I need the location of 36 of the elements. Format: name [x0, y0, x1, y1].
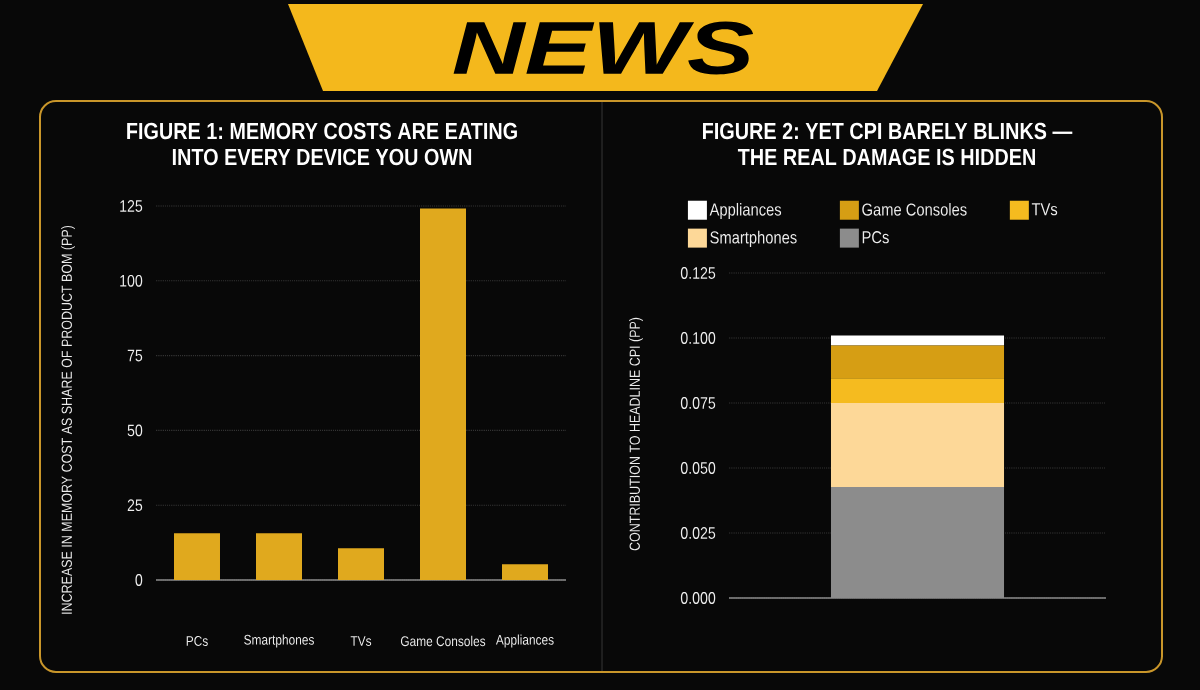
y-tick-label: 0.125	[680, 267, 716, 279]
chart-title: FIGURE 1: MEMORY COSTS ARE EATING INTO EVERY DEVICE YOU OWN	[127, 122, 517, 166]
y-tick-label: 100	[120, 274, 143, 287]
y-tick-label: 125	[120, 200, 143, 212]
y-tick-label: 75	[127, 349, 143, 362]
legend-label: Appliances	[709, 202, 782, 220]
legend-label: TVs	[1031, 203, 1058, 216]
legend-label: Game Consoles	[862, 202, 967, 216]
y-tick-label: 0.025	[680, 527, 716, 539]
y-tick-label: 0.000	[680, 592, 716, 604]
legend-label: PCs	[862, 231, 889, 244]
legend-label: Smartphones	[710, 230, 797, 247]
y-tick-label: 25	[127, 499, 143, 512]
x-tick-label: Appliances	[495, 634, 554, 648]
bar	[830, 403, 1005, 487]
x-tick-label: PCs	[186, 636, 208, 646]
chart-title: FIGURE 2: YET CPI BARELY BLINKS — THE REAL DAMAGE IS HIDDEN	[703, 122, 1073, 166]
bar	[338, 548, 384, 580]
y-tick-label: 0.100	[680, 332, 716, 344]
text: NEWS	[453, 21, 754, 75]
y-tick-label: 0.050	[680, 462, 716, 474]
y-tick-label: 0	[135, 574, 143, 586]
y-axis-title: INCREASE IN MEMORY COST AS SHARE OF PRODUCT BOM (PP)	[61, 225, 75, 614]
x-tick-label: Smartphones	[244, 634, 314, 648]
bar	[830, 345, 1005, 379]
y-tick-label: 0.075	[680, 397, 716, 409]
bar	[502, 564, 548, 580]
bar	[830, 335, 1005, 346]
y-axis-title: CONTRIBUTION TO HEADLINE CPI (PP)	[629, 317, 643, 551]
y-tick-label: 50	[127, 424, 143, 437]
x-tick-label: Game Consoles	[400, 635, 486, 647]
bar	[830, 378, 1005, 403]
bar	[174, 533, 220, 580]
bar	[256, 533, 302, 580]
bar	[420, 208, 466, 580]
x-tick-label: TVs	[350, 636, 372, 646]
